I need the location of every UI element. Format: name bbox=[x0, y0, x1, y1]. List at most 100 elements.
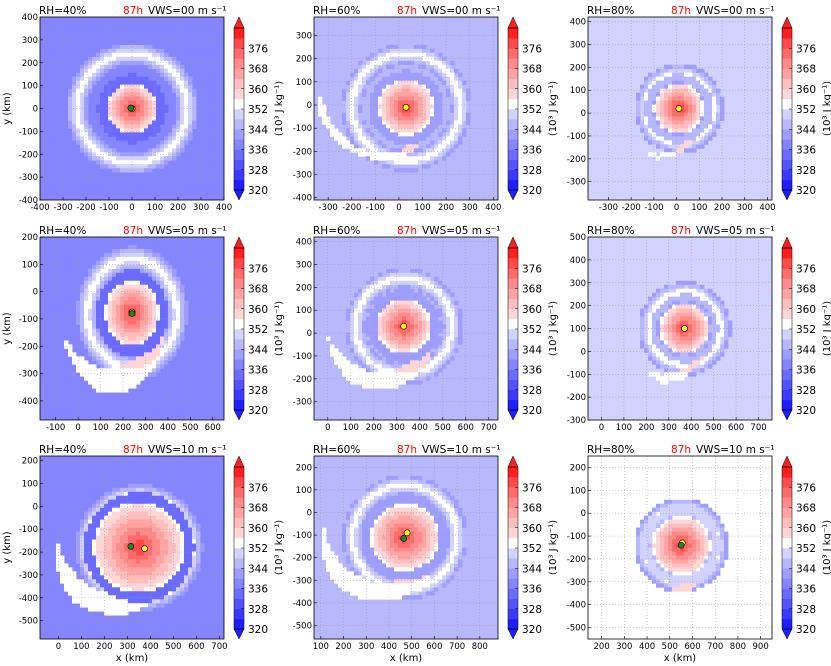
heatmap-cell bbox=[140, 84, 145, 90]
heatmap-cell bbox=[148, 487, 153, 493]
heatmap-cell bbox=[438, 152, 443, 157]
heatmap-cell bbox=[434, 60, 439, 66]
heatmap-cell bbox=[140, 519, 145, 525]
heatmap-cell bbox=[680, 308, 685, 313]
heatmap-cell bbox=[350, 140, 355, 145]
heatmap-cell bbox=[688, 100, 693, 105]
heatmap-cell bbox=[144, 320, 149, 325]
heatmap-cell bbox=[88, 527, 93, 532]
heatmap-cell bbox=[80, 72, 85, 78]
heatmap-cell bbox=[362, 368, 367, 373]
heatmap-cell bbox=[660, 100, 665, 105]
y-tick-label: 0 bbox=[307, 329, 312, 339]
heatmap-cell bbox=[144, 304, 149, 310]
heatmap-cell bbox=[148, 591, 153, 596]
heatmap-cell bbox=[672, 324, 677, 329]
heatmap-cell bbox=[684, 336, 689, 341]
heatmap-cell bbox=[60, 555, 65, 560]
heatmap-cell bbox=[160, 364, 165, 369]
heatmap-cell bbox=[140, 308, 145, 313]
heatmap-cell bbox=[96, 144, 101, 149]
heatmap-cell bbox=[156, 144, 161, 149]
x-tick-label: 500 bbox=[182, 423, 198, 433]
heatmap-cell bbox=[434, 120, 439, 125]
heatmap-cell bbox=[124, 515, 129, 521]
heatmap-cell bbox=[196, 563, 201, 568]
heatmap-cell bbox=[160, 332, 165, 337]
heatmap-cell bbox=[692, 104, 697, 109]
heatmap-cell bbox=[342, 88, 347, 93]
heatmap-cell bbox=[156, 368, 161, 373]
heatmap-cell bbox=[176, 324, 181, 329]
heatmap-cell bbox=[652, 104, 657, 109]
heatmap-cell bbox=[458, 116, 463, 121]
heatmap-cell bbox=[676, 116, 681, 121]
x-tick-label: -300 bbox=[319, 203, 338, 213]
heatmap-cell bbox=[664, 288, 669, 294]
heatmap-cell bbox=[660, 132, 665, 137]
heatmap-cell bbox=[132, 284, 137, 290]
heatmap-cell bbox=[716, 300, 721, 306]
heatmap-cell bbox=[64, 583, 69, 588]
heatmap-cell bbox=[394, 108, 399, 113]
heatmap-cell bbox=[92, 76, 97, 82]
heatmap-cell bbox=[120, 551, 125, 556]
heatmap-cell bbox=[156, 579, 161, 584]
heatmap-cell bbox=[164, 268, 169, 274]
heatmap-cell bbox=[116, 320, 121, 325]
heatmap-cell bbox=[426, 324, 431, 329]
heatmap-cell bbox=[132, 535, 137, 540]
heatmap-cell bbox=[402, 160, 407, 165]
heatmap-cell bbox=[708, 80, 713, 86]
heatmap-cell bbox=[84, 523, 89, 529]
heatmap-cell bbox=[148, 148, 153, 153]
heatmap-cell bbox=[156, 527, 161, 532]
heatmap-cell bbox=[144, 264, 149, 270]
heatmap-cell bbox=[434, 372, 439, 377]
heatmap-cell bbox=[644, 112, 649, 117]
heatmap-cell bbox=[152, 575, 157, 580]
heatmap-cell bbox=[92, 523, 97, 529]
heatmap-cell bbox=[362, 148, 367, 153]
colorbar-segment bbox=[782, 399, 792, 411]
heatmap-cell bbox=[684, 92, 689, 97]
heatmap-cell bbox=[390, 76, 395, 82]
heatmap-cell bbox=[128, 92, 133, 97]
heatmap-cell bbox=[176, 563, 181, 568]
heatmap-cell bbox=[346, 104, 351, 109]
heatmap-cell bbox=[68, 575, 73, 580]
heatmap-cell bbox=[402, 72, 407, 78]
heatmap-cell bbox=[402, 108, 407, 113]
heatmap-cell bbox=[80, 136, 85, 141]
heatmap-cell bbox=[696, 340, 701, 345]
heatmap-cell bbox=[688, 132, 693, 137]
heatmap-cell bbox=[684, 80, 689, 86]
heatmap-cell bbox=[390, 384, 395, 389]
heatmap-cell bbox=[676, 312, 681, 317]
heatmap-cell bbox=[366, 308, 371, 313]
heatmap-cell bbox=[382, 324, 387, 329]
heatmap-cell bbox=[120, 511, 125, 517]
y-tick-label: -200 bbox=[19, 150, 38, 160]
heatmap-cell bbox=[398, 352, 403, 357]
heatmap-cell bbox=[434, 84, 439, 90]
heatmap-cell bbox=[422, 332, 427, 337]
x-tick-label: -300 bbox=[53, 203, 72, 213]
heatmap-cell bbox=[370, 96, 375, 101]
heatmap-cell bbox=[176, 276, 181, 282]
heatmap-cell bbox=[120, 152, 125, 157]
heatmap-cell bbox=[168, 507, 173, 513]
heatmap-cell bbox=[184, 563, 189, 568]
heatmap-cell bbox=[680, 292, 685, 298]
heatmap-cell bbox=[434, 320, 439, 325]
heatmap-cell bbox=[164, 56, 169, 62]
heatmap-cell bbox=[394, 44, 399, 50]
heatmap-cell bbox=[430, 88, 435, 93]
heatmap-cell bbox=[104, 380, 109, 385]
heatmap-cell bbox=[402, 100, 407, 105]
heatmap-cell bbox=[466, 112, 471, 117]
heatmap-cell bbox=[116, 499, 121, 505]
heatmap-cell bbox=[394, 368, 399, 373]
heatmap-cell bbox=[172, 156, 177, 161]
heatmap-cell bbox=[390, 268, 395, 274]
